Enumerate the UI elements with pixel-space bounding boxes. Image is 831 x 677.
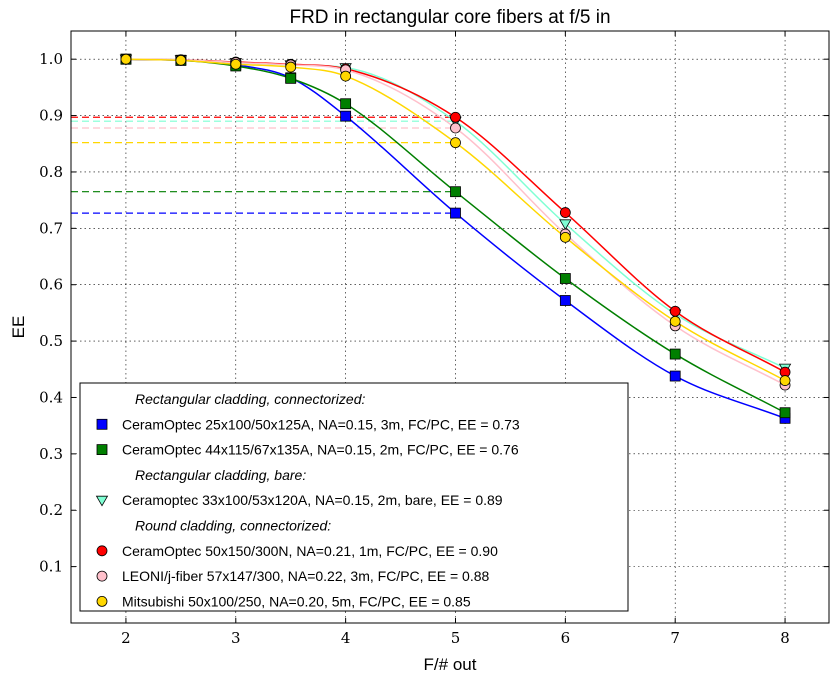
y-tick-label: 0.8 — [39, 163, 63, 181]
x-tick-label: 7 — [670, 629, 680, 647]
x-tick-label: 4 — [341, 629, 351, 647]
data-point — [285, 61, 297, 73]
plot-frame — [70, 30, 830, 624]
y-tick-label: 0.3 — [39, 445, 63, 463]
data-point — [285, 72, 297, 84]
legend-group-heading: Rectangular cladding, bare: — [135, 467, 306, 483]
y-tick-label: 0.1 — [39, 558, 63, 576]
legend-box — [79, 382, 629, 612]
reference-lines — [71, 116, 456, 214]
data-point — [559, 231, 571, 243]
data-point — [779, 375, 791, 386]
legend-group-heading: Round cladding, connectorized: — [135, 518, 331, 534]
x-tick-label: 8 — [780, 629, 790, 647]
x-tick-label: 2 — [121, 629, 131, 647]
data-point — [450, 207, 461, 219]
legend-marker — [95, 495, 109, 507]
y-tick-label: 0.2 — [39, 501, 63, 519]
legend-entry-label: CeramOptec 25x100/50x125A, NA=0.15, 3m, … — [122, 416, 520, 432]
data-point — [340, 110, 352, 122]
legend: Rectangular cladding, connectorized: Cera… — [79, 382, 629, 612]
legend-entry-label: Ceramoptec 33x100/53x120A, NA=0.15, 2m, … — [122, 492, 503, 508]
y-tick-label: 0.9 — [39, 107, 63, 125]
data-point — [559, 219, 572, 231]
data-point — [450, 111, 461, 123]
data-point — [230, 58, 242, 70]
data-point — [450, 122, 461, 134]
y-axis-title: EE — [9, 316, 28, 339]
series-curves — [125, 58, 786, 420]
legend-marker — [96, 570, 108, 582]
x-tick-label: 3 — [231, 629, 241, 647]
x-axis-title: F/# out — [424, 655, 477, 674]
series-line — [125, 58, 786, 382]
y-tick-label: 1.0 — [39, 50, 63, 68]
data-point — [559, 295, 571, 306]
data-point — [779, 407, 791, 419]
y-tick-label: 0.7 — [39, 219, 63, 237]
axis-ticks: 2 3 4 5 6 7 8 0.1 0.2 0.3 0.4 0.5 0.6 0.7 0.8 0.9 1.0 — [39, 31, 829, 647]
y-tick-label: 0.4 — [39, 388, 63, 406]
x-tick-label: 5 — [451, 629, 461, 647]
series-line — [125, 58, 786, 386]
data-point — [450, 186, 461, 198]
data-point — [120, 53, 132, 65]
legend-marker — [96, 418, 108, 430]
legend-entry-label: Mitsubishi 50x100/250, NA=0.20, 5m, FC/P… — [122, 593, 471, 609]
legend-marker — [96, 444, 108, 456]
legend-marker — [96, 545, 108, 557]
legend-entry-label: CeramOptec 44x115/67x135A, NA=0.15, 2m, … — [122, 442, 519, 458]
legend-group-heading: Rectangular cladding, connectorized: — [135, 391, 365, 407]
data-point — [669, 370, 681, 382]
data-point — [669, 305, 681, 317]
data-point — [175, 54, 187, 66]
legend-marker — [96, 596, 108, 607]
data-point — [340, 70, 352, 82]
x-tick-label: 6 — [561, 629, 571, 647]
series-markers — [119, 53, 792, 424]
legend-entry-label: LEONI/j-fiber 57x147/300, NA=0.22, 3m, F… — [122, 568, 490, 584]
data-point — [340, 98, 352, 110]
data-point — [669, 348, 681, 360]
data-point — [559, 207, 571, 218]
data-point — [450, 137, 461, 149]
data-point — [559, 273, 571, 284]
chart-title: FRD in rectangular core fibers at f/5 in — [289, 7, 610, 28]
y-tick-label: 0.6 — [39, 276, 63, 294]
legend-entry-label: CeramOptec 50x150/300N, NA=0.21, 1m, FC/… — [122, 543, 498, 559]
y-tick-label: 0.5 — [39, 332, 63, 350]
data-point — [669, 315, 681, 327]
